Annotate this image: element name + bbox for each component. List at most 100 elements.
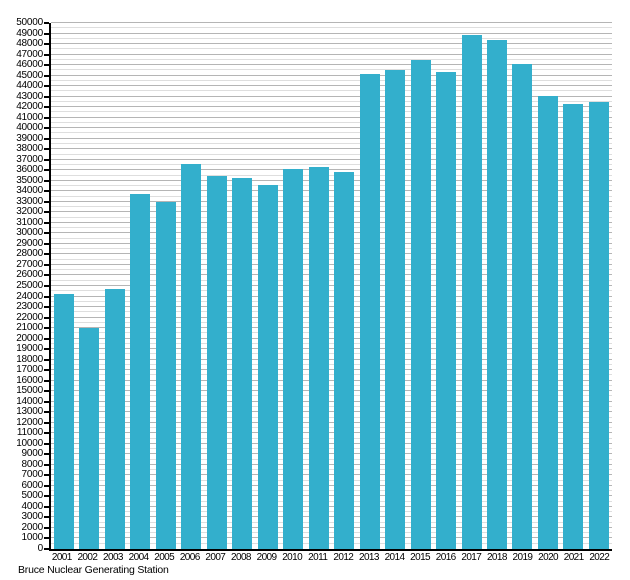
gridline-minor	[51, 490, 612, 492]
gridline-major	[51, 43, 612, 45]
y-axis-tick-label: 2000	[21, 521, 44, 533]
bar-2009	[257, 185, 278, 549]
y-axis-tick-label: 24000	[16, 290, 43, 302]
bar-2021	[563, 104, 584, 549]
x-axis-tick-label: 2001	[51, 552, 72, 563]
gridline-major	[51, 158, 612, 160]
bar-2005	[155, 201, 176, 549]
y-axis-tick-mark	[44, 327, 49, 330]
gridline-major	[51, 495, 612, 497]
y-axis-tick-mark	[44, 421, 49, 424]
y-axis-tick-label: 5000	[21, 490, 44, 502]
gridline-minor	[51, 142, 612, 144]
y-axis-tick-label: 40000	[16, 122, 43, 134]
gridline-major	[51, 274, 612, 276]
y-axis-tick-label: 44000	[16, 80, 43, 92]
gridline-minor	[51, 174, 612, 176]
gridline-minor	[51, 48, 612, 50]
y-axis-tick-mark	[44, 127, 49, 130]
y-axis-tick-label: 11000	[16, 427, 43, 439]
gridline-minor	[51, 27, 612, 29]
gridline-minor	[51, 374, 612, 376]
x-axis-tick-label: 2017	[461, 552, 482, 563]
x-axis-tick-label: 2008	[231, 552, 251, 563]
gridline-major	[51, 379, 612, 381]
x-axis-tick-label: 2009	[256, 552, 277, 563]
gridline-minor	[51, 237, 612, 239]
gridline-major	[51, 526, 612, 528]
y-axis-tick-mark	[44, 74, 49, 77]
bar-2018	[486, 39, 507, 549]
gridline-minor	[51, 216, 612, 218]
y-axis-tick-label: 18000	[16, 353, 43, 365]
y-axis-tick-label: 31000	[16, 216, 43, 228]
y-axis-tick-label: 32000	[16, 206, 43, 218]
gridline-major	[51, 64, 612, 66]
gridline-major	[51, 106, 612, 108]
gridline-major	[51, 242, 612, 244]
y-axis-tick-mark	[44, 526, 49, 529]
y-axis-tick-label: 50000	[16, 17, 43, 28]
bars-group	[51, 23, 612, 549]
gridline-major	[51, 474, 612, 476]
gridline-minor	[51, 132, 612, 134]
y-axis-tick-mark	[44, 411, 49, 414]
gridline-major	[51, 337, 612, 339]
y-axis-tick-mark	[44, 295, 49, 298]
x-axis-tick-label: 2003	[103, 552, 123, 563]
gridline-major	[51, 179, 612, 181]
y-axis-tick-label: 19000	[16, 343, 43, 355]
bar-2007	[206, 175, 227, 549]
y-axis-tick-mark	[44, 369, 49, 372]
bar-2008	[232, 177, 253, 549]
x-axis-tick-label: 2015	[410, 552, 431, 563]
y-axis-tick-mark	[44, 253, 49, 256]
bar-2001	[54, 294, 74, 549]
y-axis-tick-mark	[44, 432, 49, 435]
y-axis-tick-mark	[44, 548, 49, 550]
y-axis-tick-label: 26000	[16, 269, 43, 281]
x-axis-tick-label: 2010	[282, 552, 303, 563]
gridline-minor	[51, 437, 612, 439]
gridline-major	[51, 221, 612, 223]
y-axis-tick-label: 49000	[16, 27, 43, 39]
gridline-major	[51, 22, 612, 23]
y-axis-tick-mark	[44, 53, 49, 56]
x-axis-tick-label: 2018	[486, 552, 507, 563]
y-axis-tick-mark	[44, 158, 49, 161]
y-axis-tick-mark	[44, 484, 49, 487]
gridline-minor	[51, 311, 612, 313]
y-axis-tick-mark	[44, 390, 49, 393]
gridline-minor	[51, 353, 612, 355]
y-axis-tick-label: 29000	[16, 237, 43, 249]
gridline-minor	[51, 500, 612, 502]
bar-2004	[130, 194, 151, 549]
gridline-major	[51, 316, 612, 318]
bar-2017	[461, 34, 482, 549]
bar-2011	[308, 167, 329, 549]
y-axis-tick-mark	[44, 200, 49, 203]
y-axis-tick-label: 4000	[21, 500, 44, 512]
gridline-major	[51, 253, 612, 255]
y-axis-tick-label: 1000	[21, 532, 44, 544]
y-axis-tick-label: 35000	[16, 174, 43, 186]
y-axis-tick-label: 46000	[16, 59, 43, 71]
x-axis-tick-label: 2014	[384, 552, 405, 563]
y-axis-tick-mark	[44, 85, 49, 88]
gridline-minor	[51, 479, 612, 481]
y-axis-tick-mark	[44, 463, 49, 466]
y-axis-tick-label: 34000	[16, 185, 43, 197]
gridline-major	[51, 74, 612, 76]
y-axis-tick-label: 41000	[16, 111, 43, 123]
bar-2012	[334, 172, 355, 549]
y-axis-tick-mark	[44, 169, 49, 172]
bar-2014	[385, 70, 406, 549]
y-axis-tick-mark	[44, 358, 49, 361]
gridline-major	[51, 53, 612, 55]
y-axis-tick-mark	[44, 148, 49, 151]
gridline-minor	[51, 258, 612, 260]
gridline-major	[51, 169, 612, 171]
y-axis-tick-label: 38000	[16, 143, 43, 155]
gridline-minor	[51, 90, 612, 92]
